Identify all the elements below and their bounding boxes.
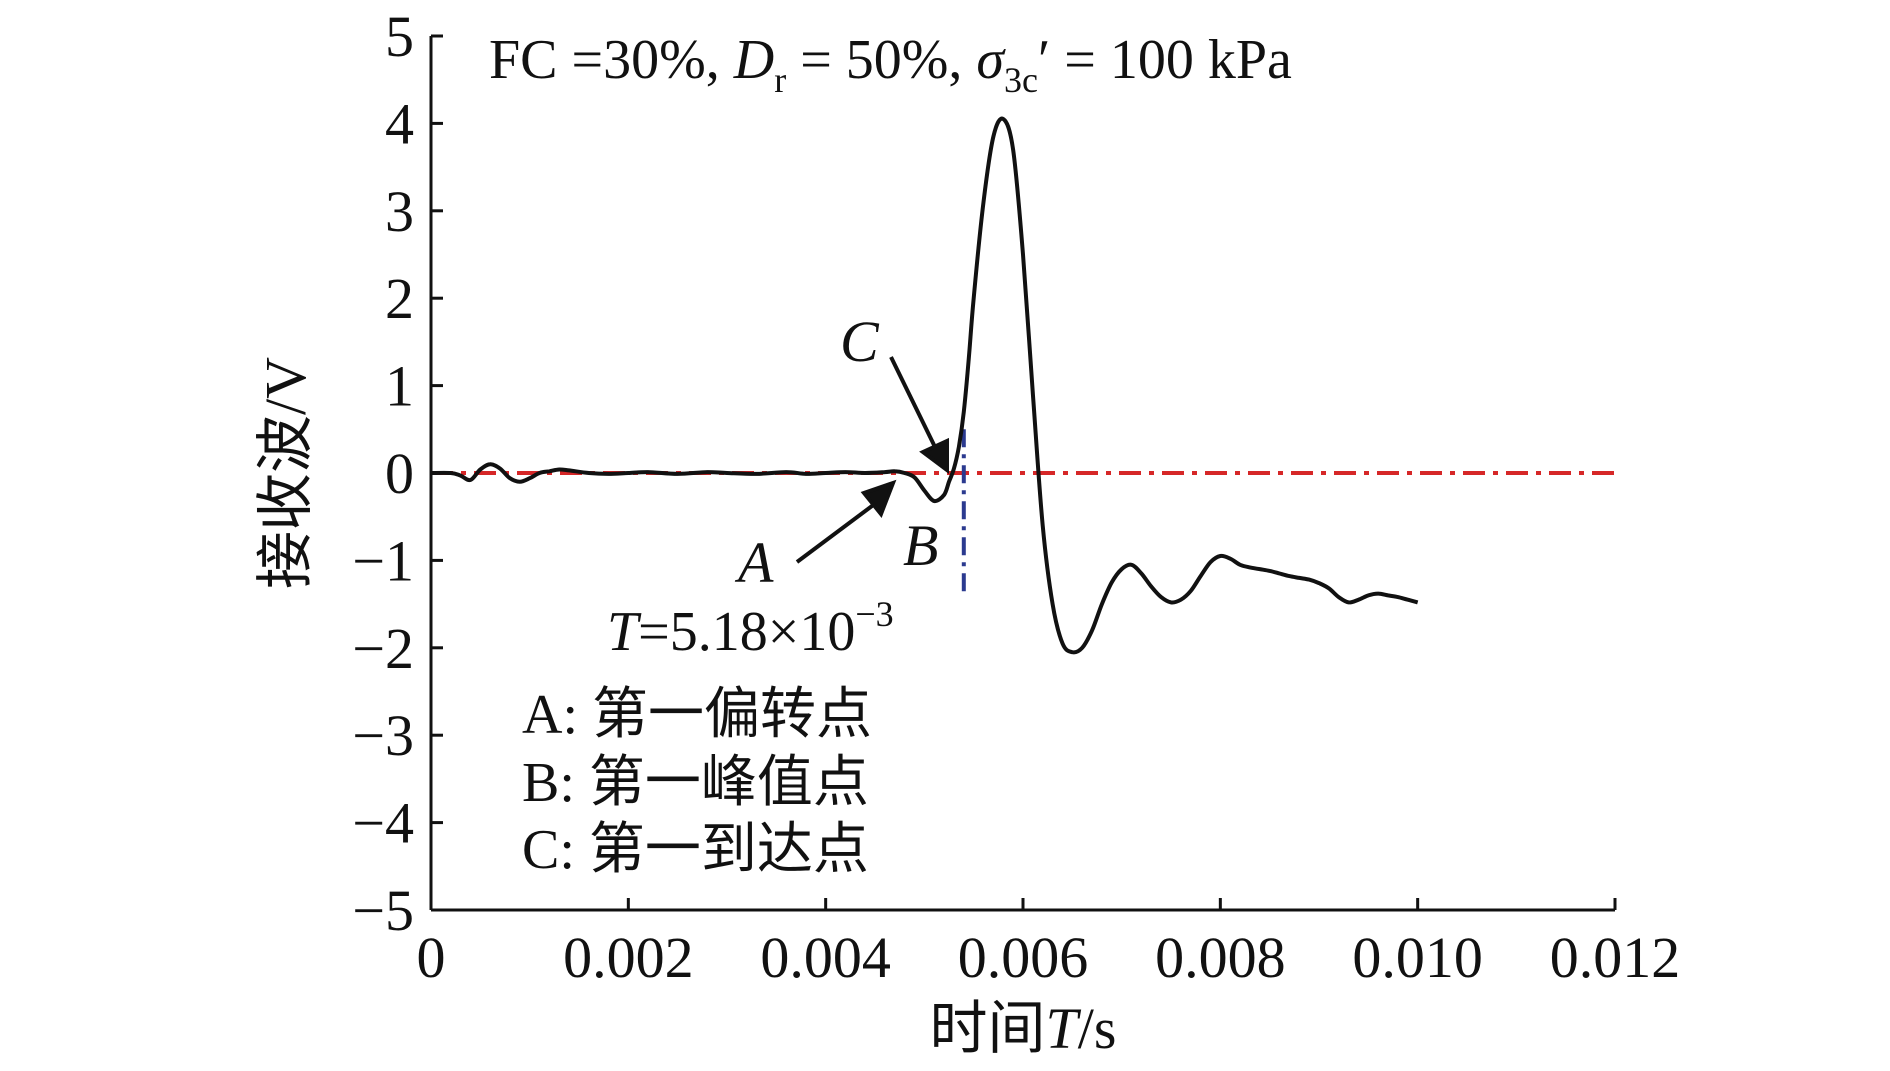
chart-title: FC =30%, Dr = 50%, σ3c′ = 100 kPa [489, 29, 1292, 100]
arrowhead-c [919, 437, 949, 474]
arrow-a [795, 498, 882, 564]
legend-line-a: A: 第一偏转点 [522, 684, 872, 746]
y-tick-label: −4 [352, 791, 414, 856]
y-tick-label: 2 [385, 266, 414, 331]
y-tick-label: −5 [352, 878, 414, 943]
y-tick-label: 4 [385, 91, 414, 156]
y-tick-label: −3 [352, 703, 414, 768]
arrowhead-a [860, 479, 897, 518]
label-b: B [903, 513, 938, 578]
label-c: C [840, 309, 880, 374]
x-tick-label: 0.006 [958, 925, 1089, 990]
t-value-label: T=5.18×10−3 [607, 594, 894, 663]
signal-line [430, 116, 1419, 655]
x-tick-label: 0.002 [563, 925, 694, 990]
legend-text: A: 第一偏转点 B: 第一峰值点 C: 第一到达点 [522, 684, 872, 881]
y-tick-label: 0 [385, 441, 414, 506]
x-tick-label: 0.012 [1550, 925, 1681, 990]
legend-line-c: C: 第一到达点 [522, 819, 869, 881]
arrow-c [889, 356, 937, 448]
x-axis-label: 时间T/s [930, 996, 1117, 1061]
x-tick-label: 0.004 [760, 925, 891, 990]
x-tick-label: 0.008 [1155, 925, 1286, 990]
x-ticks: 0 0.002 0.004 0.006 0.008 0.010 0.012 [417, 898, 1681, 990]
legend-line-b: B: 第一峰值点 [522, 752, 869, 814]
y-tick-label: −2 [352, 616, 414, 681]
x-tick-label: 0 [417, 925, 446, 990]
annotation-arrows [795, 356, 949, 564]
label-a: A [734, 530, 774, 595]
x-tick-label: 0.010 [1352, 925, 1483, 990]
y-axis-label: 接收波/V [253, 357, 318, 589]
y-ticks: −5 −4 −3 −2 −1 0 1 2 3 4 5 [352, 4, 443, 943]
y-tick-label: −1 [352, 528, 414, 593]
y-tick-label: 1 [385, 354, 414, 419]
y-tick-label: 3 [385, 179, 414, 244]
y-tick-label: 5 [385, 4, 414, 69]
